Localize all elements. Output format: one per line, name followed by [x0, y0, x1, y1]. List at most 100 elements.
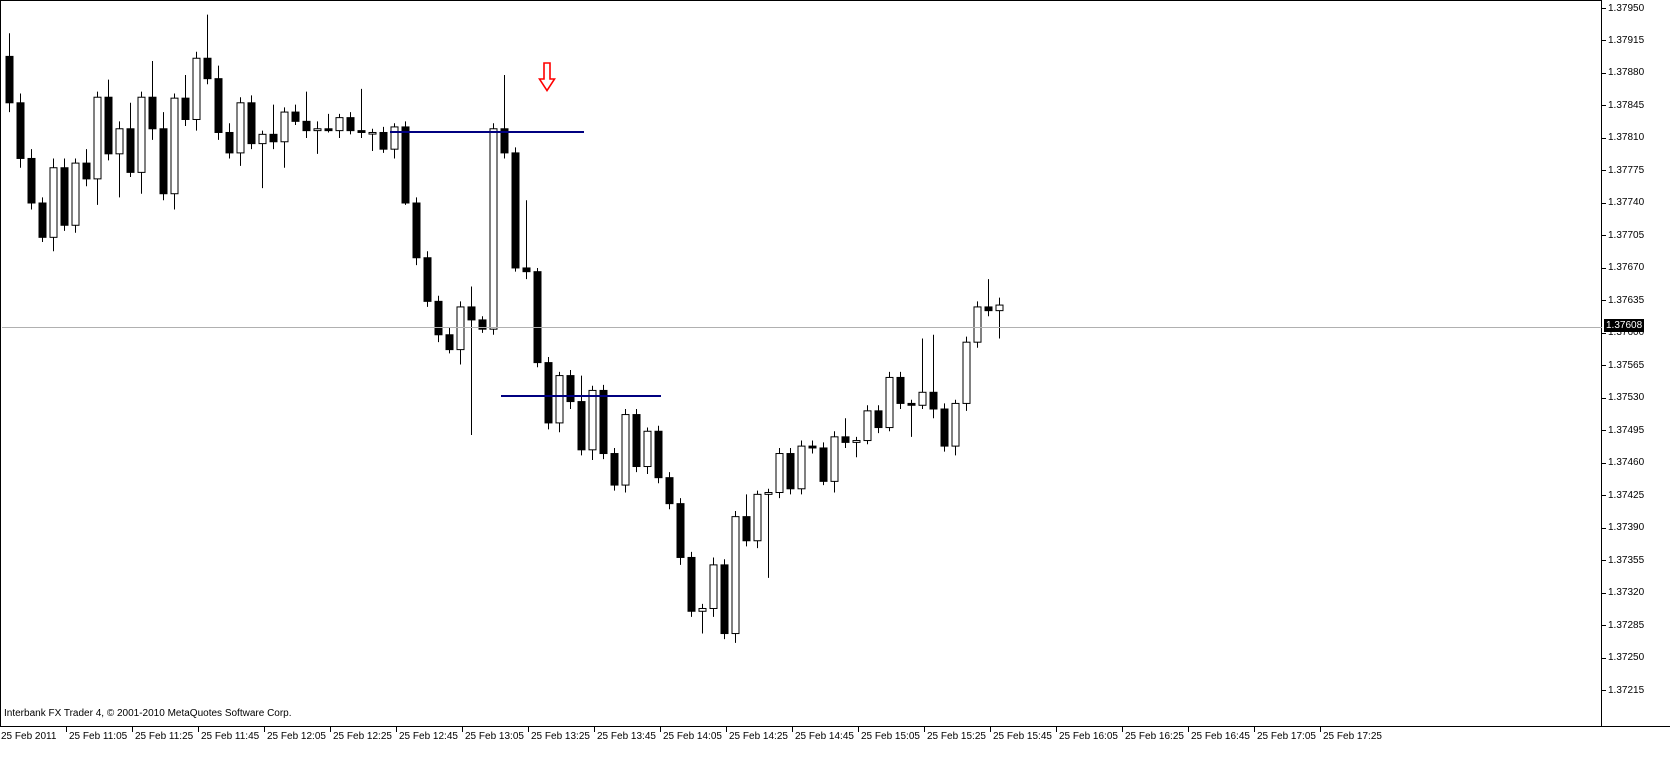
candle-body-bearish: [5, 55, 14, 104]
candle-body-bullish: [962, 341, 971, 404]
candlestick: [357, 88, 366, 139]
price-tick: 1.37950: [1602, 3, 1644, 14]
price-tick: 1.37390: [1602, 523, 1644, 534]
tick-dash-icon: [66, 727, 67, 732]
candlestick: [159, 112, 168, 201]
candlestick: [973, 301, 982, 348]
candlestick: [984, 279, 993, 317]
candle-body-bearish: [60, 167, 69, 226]
price-tick-label: 1.37950: [1608, 2, 1645, 14]
candlestick: [192, 51, 201, 131]
time-tick-label: 25 Feb 13:25: [531, 731, 590, 742]
chart-plot-frame[interactable]: [0, 0, 1602, 727]
candle-body-bearish: [203, 57, 212, 80]
tick-dash-icon: [528, 727, 529, 732]
candlestick: [962, 336, 971, 411]
candlestick: [60, 158, 69, 231]
tick-dash-icon: [1056, 727, 1057, 732]
time-tick-label: 25 Feb 16:25: [1125, 731, 1184, 742]
candlestick: [280, 107, 289, 168]
candle-body-bullish: [555, 375, 564, 424]
support-line[interactable]: [501, 395, 661, 397]
tick-dash-icon: [1602, 8, 1606, 9]
candle-body-bullish: [995, 304, 1004, 312]
chart-plot-area[interactable]: [2, 2, 1602, 700]
candle-body-bearish: [984, 306, 993, 312]
candle-body-bullish: [489, 128, 498, 330]
tick-dash-icon: [1602, 72, 1606, 74]
candle-body-bearish: [896, 376, 905, 404]
time-tick-label: 25 Feb 15:05: [861, 731, 920, 742]
price-tick-label: 1.37285: [1608, 619, 1645, 631]
candle-body-bearish: [159, 128, 168, 195]
candlestick: [247, 95, 256, 150]
price-tick: 1.37810: [1602, 133, 1644, 144]
candlestick: [588, 385, 597, 461]
candlestick: [753, 490, 762, 549]
price-tick-label: 1.37355: [1608, 554, 1645, 566]
time-tick-label: 25 Feb 15:25: [927, 731, 986, 742]
resistance-line[interactable]: [390, 131, 584, 133]
candlestick: [566, 370, 575, 409]
candle-body-bearish: [324, 128, 333, 132]
candle-body-bearish: [786, 453, 795, 490]
tick-dash-icon: [1254, 727, 1255, 732]
candle-body-bullish: [973, 306, 982, 343]
price-tick-label: 1.37670: [1608, 262, 1645, 274]
price-tick: 1.37355: [1602, 555, 1644, 566]
time-tick-label: 25 Feb 13:05: [465, 731, 524, 742]
candle-body-bearish: [126, 128, 135, 173]
tick-dash-icon: [462, 727, 463, 732]
candle-body-bearish: [269, 133, 278, 143]
candlestick: [71, 158, 80, 233]
tick-dash-icon: [1602, 625, 1606, 627]
candlestick: [236, 97, 245, 166]
price-tick: 1.37600: [1602, 328, 1644, 339]
candlestick: [104, 79, 113, 161]
candlestick: [841, 418, 850, 448]
candlestick: [335, 113, 344, 139]
candle-body-bearish: [423, 257, 432, 302]
candle-body-bearish: [654, 430, 663, 479]
price-tick-label: 1.37635: [1608, 294, 1645, 306]
tick-dash-icon: [660, 727, 661, 732]
price-tick: 1.37530: [1602, 393, 1644, 404]
price-tick: 1.37705: [1602, 230, 1644, 241]
candle-body-bearish: [82, 162, 91, 180]
candle-body-bullish: [698, 607, 707, 612]
price-tick: 1.37285: [1602, 620, 1644, 631]
sell-signal-arrow-icon[interactable]: [538, 62, 556, 92]
candlestick: [27, 149, 36, 210]
price-tick: 1.37425: [1602, 490, 1644, 501]
candle-body-bearish: [940, 408, 949, 447]
candlestick-series: [5, 14, 1004, 643]
candlestick: [181, 74, 190, 126]
tick-dash-icon: [1602, 137, 1606, 139]
price-tick: 1.37775: [1602, 165, 1644, 176]
tick-dash-icon: [1602, 202, 1606, 204]
candlestick: [654, 425, 663, 484]
copyright-text: Interbank FX Trader 4, © 2001-2010 MetaQ…: [4, 708, 292, 719]
candlestick: [775, 447, 784, 499]
candle-body-bearish: [104, 96, 113, 155]
candle-body-bullish: [753, 493, 762, 542]
tick-dash-icon: [330, 727, 331, 732]
candlestick: [148, 61, 157, 140]
time-tick-label: 25 Feb 17:25: [1323, 731, 1382, 742]
price-tick: 1.37495: [1602, 425, 1644, 436]
tick-dash-icon: [1602, 332, 1606, 334]
candlestick: [401, 121, 410, 205]
price-tick-label: 1.37845: [1608, 99, 1645, 111]
candle-body-bearish: [676, 503, 685, 558]
candle-body-bearish: [478, 319, 487, 330]
candlestick: [269, 104, 278, 150]
candle-body-bearish: [38, 202, 47, 238]
candle-body-bearish: [544, 362, 553, 424]
price-tick-label: 1.37915: [1608, 34, 1645, 46]
candlestick: [918, 338, 927, 409]
price-tick-label: 1.37740: [1608, 197, 1645, 209]
candle-body-bearish: [742, 516, 751, 542]
price-axis[interactable]: 1.37950 1.37915 1.37880 1.37845 1.37810 1.377…: [1602, 0, 1670, 727]
time-axis[interactable]: 25 Feb 2011 25 Feb 11:05 25 Feb 11:25 25 Fe…: [0, 726, 1670, 759]
